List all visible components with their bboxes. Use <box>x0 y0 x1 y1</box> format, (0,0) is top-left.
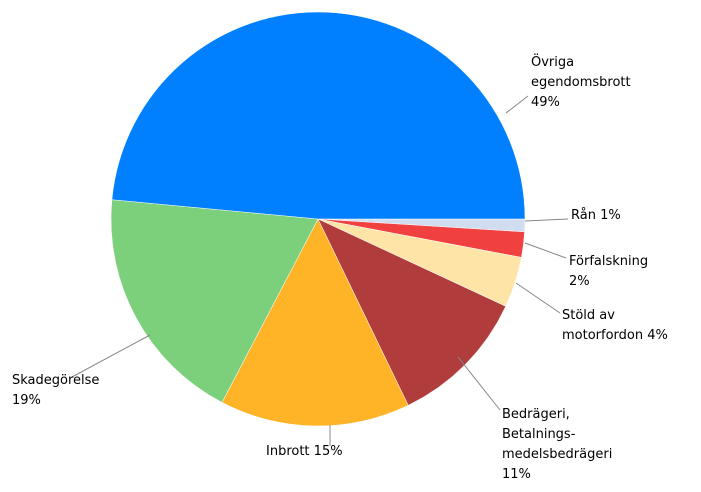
slice-label: Stöld av motorfordon 4% <box>562 308 668 343</box>
label-value: 19% <box>12 393 41 408</box>
leader-line <box>515 282 561 314</box>
label-line: Rån <box>571 208 596 223</box>
label-line: Stöld av <box>562 308 615 323</box>
slice-label: Övriga egendomsbrott 49% <box>531 53 631 110</box>
pie-slice <box>221 218 409 427</box>
leader-line <box>524 218 569 222</box>
pie-slice <box>111 11 526 220</box>
label-value: 4% <box>643 328 668 343</box>
label-value: 1% <box>596 208 621 223</box>
leader-line <box>457 356 501 411</box>
label-line: Övriga <box>531 53 574 70</box>
label-name: Förfalskning <box>569 254 648 269</box>
slice-label: Skadegörelse 19% <box>12 373 99 408</box>
label-value: 15% <box>310 444 343 459</box>
label-name: Bedrägeri, Betalnings-medelsbedrägeri <box>502 407 612 462</box>
slice-label: Bedrägeri, Betalnings-medelsbedrägeri 11% <box>502 407 612 482</box>
label-name: Inbrott <box>266 444 310 459</box>
label-name: Skadegörelse <box>12 373 99 388</box>
slice-label: Förfalskning 2% <box>569 254 648 289</box>
label-line: Betalnings- <box>502 427 576 442</box>
label-name: Rån <box>571 208 596 223</box>
leader-line <box>505 95 529 114</box>
label-line: medelsbedrägeri <box>502 447 612 462</box>
leader-line <box>524 242 567 259</box>
leader-line <box>71 334 151 378</box>
label-value: 49% <box>531 95 560 110</box>
label-line: egendomsbrott <box>531 75 631 90</box>
label-name: Övriga egendomsbrott <box>531 53 631 90</box>
label-line: Inbrott <box>266 444 310 459</box>
slice-label: Rån 1% <box>571 208 621 223</box>
label-line: Förfalskning <box>569 254 648 269</box>
slice-label: Inbrott 15% <box>266 444 343 459</box>
label-value: 11% <box>502 467 531 482</box>
label-line: motorfordon <box>562 328 643 343</box>
pie-slice <box>110 199 319 403</box>
label-line: Skadegörelse <box>12 373 99 388</box>
label-value: 2% <box>569 274 590 289</box>
label-line: Bedrägeri, <box>502 407 570 422</box>
label-name: Stöld av motorfordon <box>562 308 643 343</box>
